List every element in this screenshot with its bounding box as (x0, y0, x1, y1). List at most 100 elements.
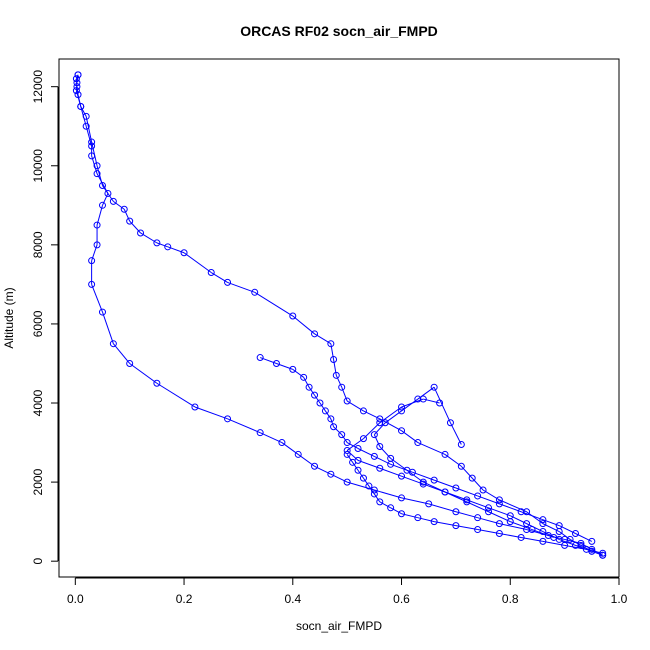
series-segment (314, 394, 321, 404)
series-segment (129, 220, 141, 234)
data-point (479, 486, 487, 494)
series-4 (370, 383, 558, 541)
series-segment (102, 193, 109, 206)
y-axis: 0 2000 4000 6000 8000 10000 12000 (31, 70, 59, 565)
data-point (376, 464, 384, 472)
series-segment (434, 521, 456, 527)
data-point (572, 541, 580, 549)
series-segment (330, 418, 335, 427)
series-segment (379, 501, 391, 509)
data-point (327, 470, 335, 478)
x-tick-label: 0.0 (67, 592, 84, 606)
data-point (153, 239, 161, 247)
plot-frame (58, 58, 620, 578)
data-point (446, 419, 454, 427)
data-point (354, 444, 362, 452)
data-point (398, 407, 406, 415)
data-point (463, 498, 471, 506)
data-point (327, 340, 335, 348)
series-segment (499, 503, 522, 513)
series-segment (460, 465, 473, 479)
series-segment (194, 406, 228, 420)
data-point (109, 340, 117, 348)
data-point (191, 403, 199, 411)
data-point (332, 371, 340, 379)
series-segment (471, 477, 484, 491)
series-6 (343, 450, 607, 557)
series-segment (183, 252, 212, 273)
series-segment (564, 544, 587, 550)
data-point (441, 488, 449, 496)
series-segment (390, 507, 402, 515)
data-point (457, 441, 465, 449)
data-point (523, 508, 531, 516)
series-segment (227, 281, 255, 293)
series-segment (591, 550, 603, 556)
data-point (419, 395, 427, 403)
data-point (403, 466, 411, 474)
series-segment (156, 382, 196, 408)
series-segment (466, 501, 489, 513)
series-segment (352, 462, 359, 471)
data-point (72, 75, 80, 83)
series-segment (156, 242, 168, 248)
data-point (321, 407, 329, 415)
series-segment (129, 363, 158, 384)
data-point (588, 537, 596, 545)
data-point (93, 170, 101, 178)
series-segment (488, 511, 511, 523)
data-point (316, 399, 324, 407)
x-tick-label: 0.4 (284, 592, 301, 606)
series-segment (75, 82, 78, 91)
series-segment (373, 434, 381, 447)
series-segment (357, 459, 380, 469)
data-point (539, 528, 547, 536)
series-segment (292, 369, 304, 378)
series-segment (308, 386, 315, 396)
series-segment (80, 106, 87, 117)
data-point (495, 500, 503, 508)
series-segment (379, 467, 402, 477)
series-segment (379, 446, 392, 459)
series-segment (521, 536, 543, 542)
series-segment (510, 521, 533, 531)
series-segment (531, 529, 554, 538)
data-point (430, 383, 438, 391)
data-point (289, 312, 297, 320)
series-1 (72, 71, 607, 559)
series-2 (72, 71, 607, 559)
data-point (343, 450, 351, 458)
series-segment (499, 499, 527, 513)
y-tick-label: 10000 (31, 149, 45, 183)
series-segment (319, 402, 326, 412)
series-segment (113, 200, 125, 210)
data-point (137, 229, 145, 237)
data-point (414, 514, 422, 522)
series-segment (450, 422, 462, 445)
chart-title: ORCAS RF02 socn_air_FMPD (240, 23, 438, 39)
series-segment (477, 529, 500, 534)
data-point (555, 535, 563, 543)
series-segment (346, 442, 359, 449)
data-point (82, 112, 90, 120)
data-point (126, 217, 134, 225)
series-segment (363, 422, 381, 439)
series-segment (379, 406, 402, 424)
y-tick-label: 12000 (31, 70, 45, 104)
data-point (387, 504, 395, 512)
data-point (381, 419, 389, 427)
data-point (539, 516, 547, 524)
data-point (398, 472, 406, 480)
data-point (93, 241, 101, 249)
series-segment (85, 116, 93, 143)
data-point (539, 520, 547, 528)
series-segment (455, 525, 478, 531)
data-point (272, 359, 280, 367)
data-point (300, 373, 308, 381)
data-point (153, 379, 161, 387)
series-segment (254, 291, 294, 317)
data-point (582, 545, 590, 553)
series-segment (292, 315, 315, 335)
series-segment (433, 479, 457, 489)
data-point (523, 520, 531, 528)
